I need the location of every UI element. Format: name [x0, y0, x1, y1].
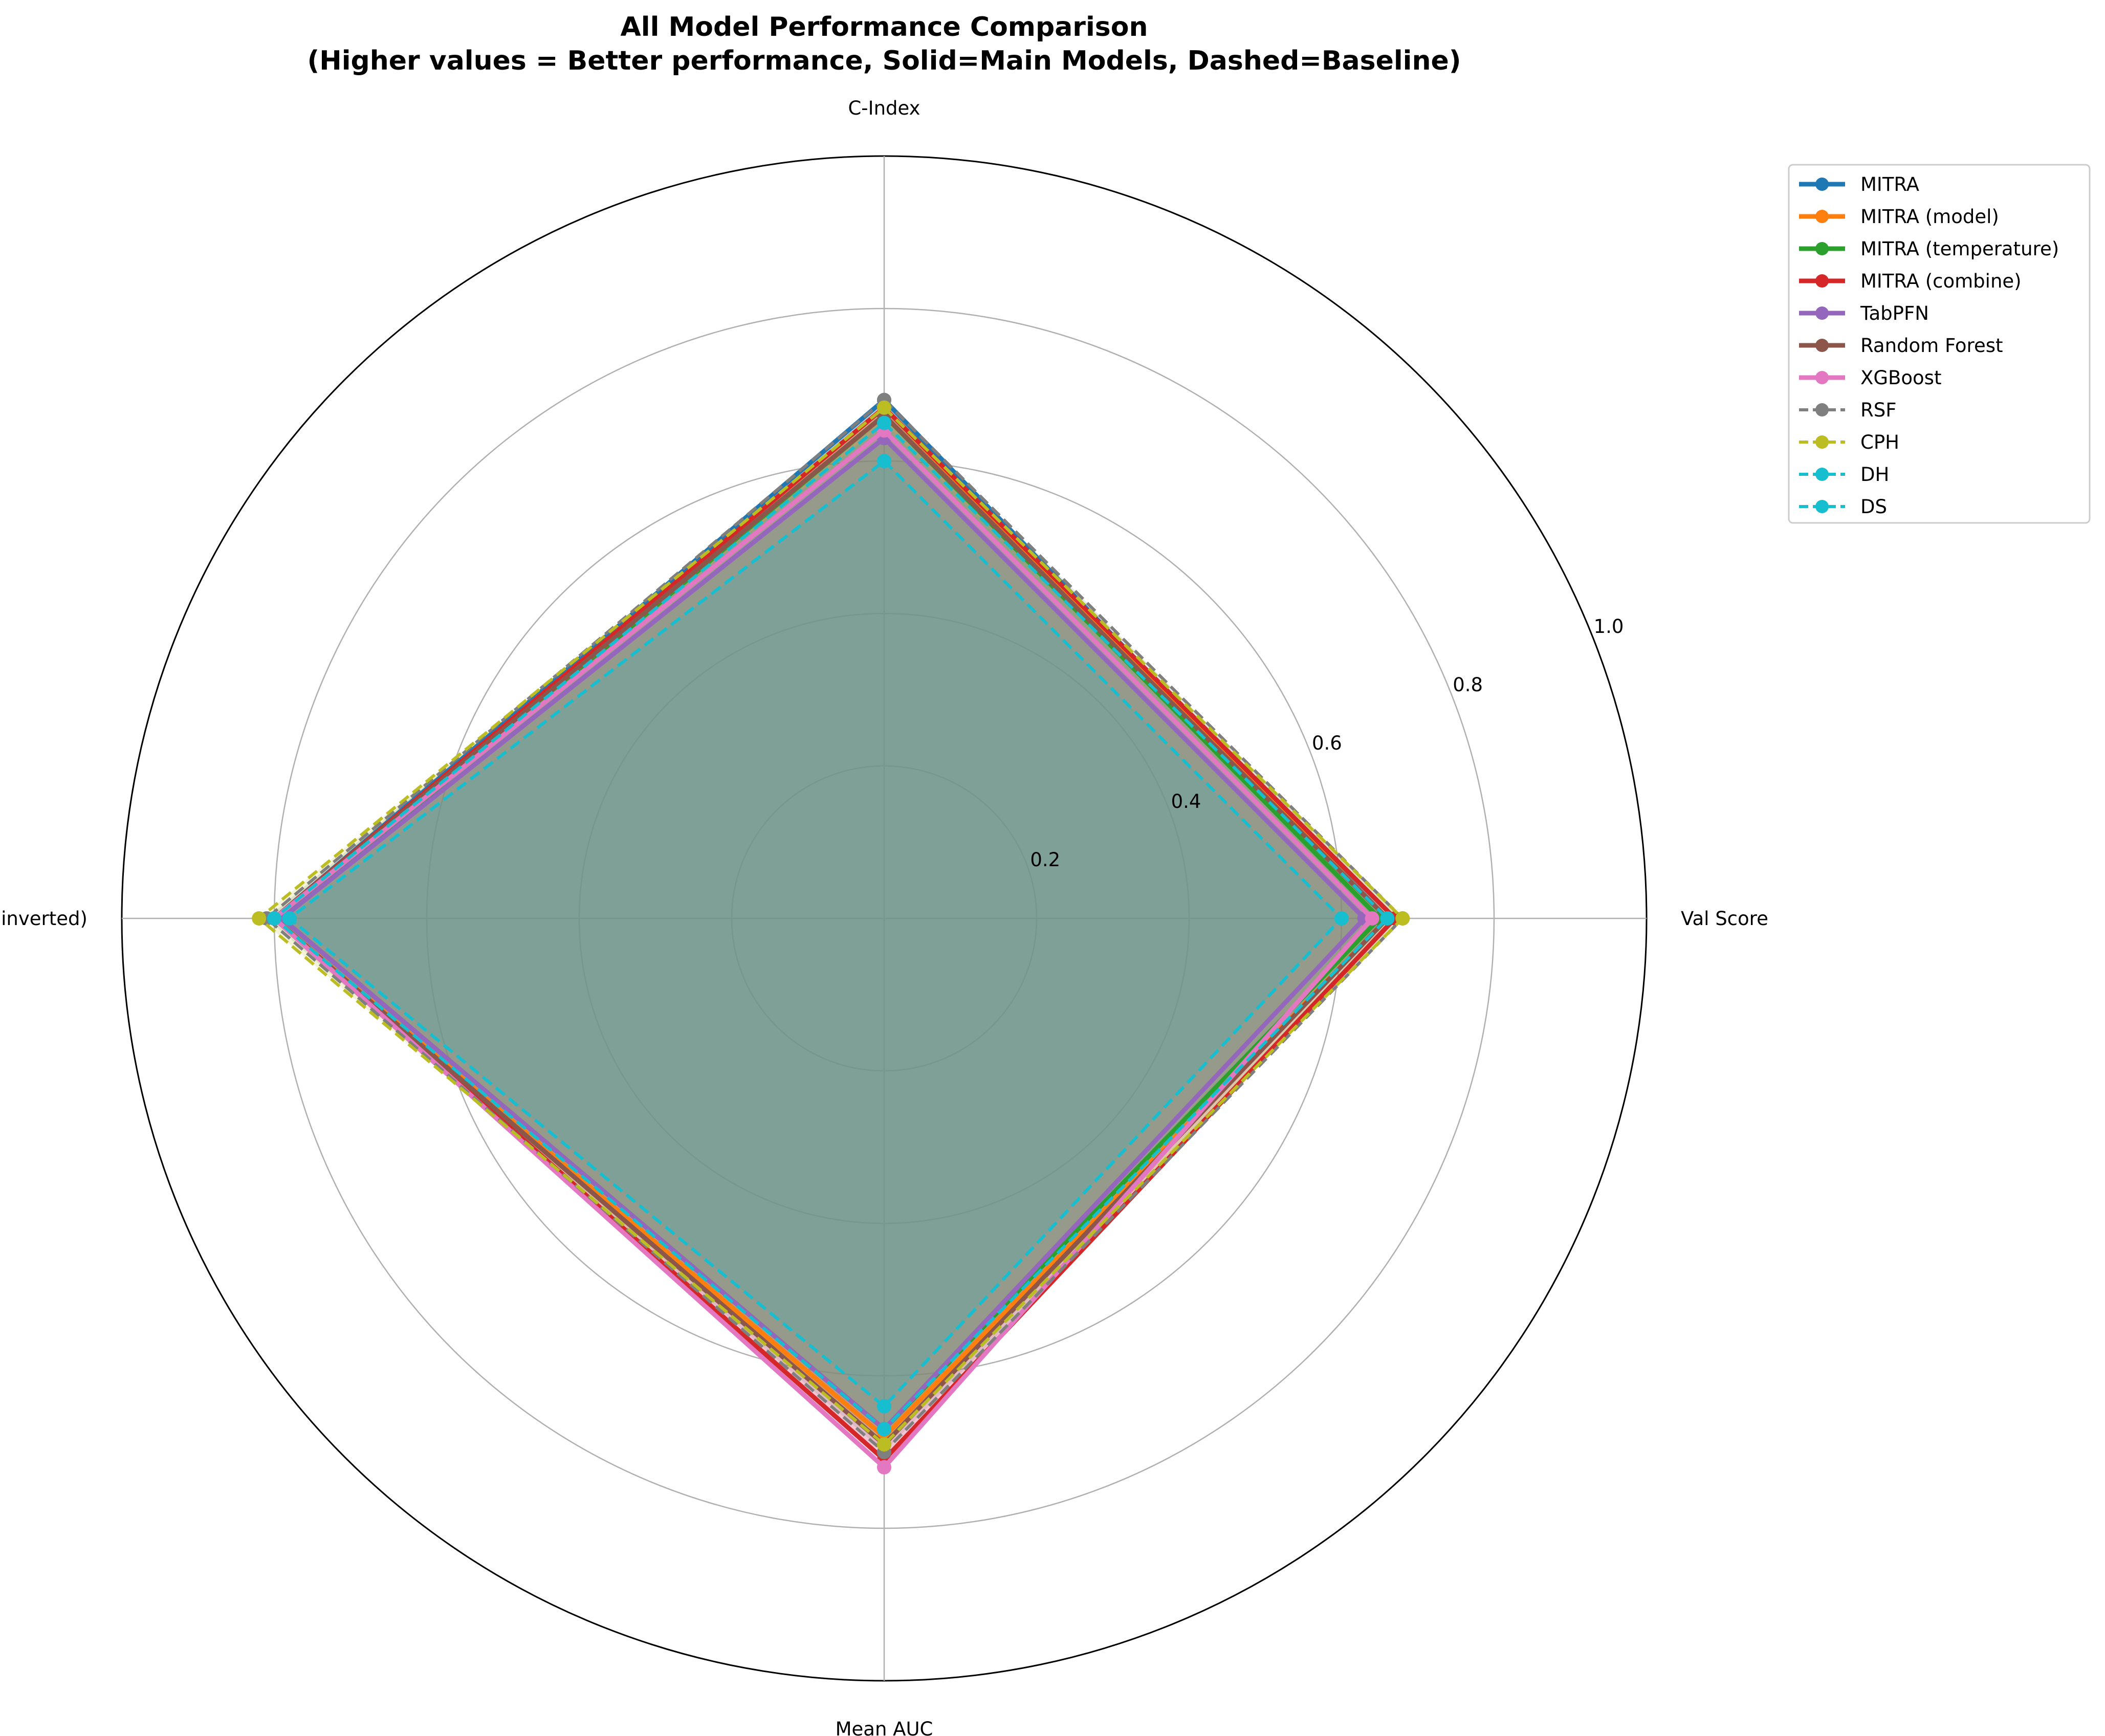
series-fill-dh	[274, 423, 1388, 1430]
legend-label: DS	[1860, 496, 1887, 518]
series-fill-mitra-temperature	[281, 415, 1380, 1430]
series-fill-mitra	[274, 400, 1388, 1437]
r-tick-0-8: 0.8	[1453, 674, 1483, 696]
data-point-dh-0	[877, 415, 891, 430]
axis-label-c-index: C-Index	[848, 97, 920, 119]
data-point-ds-3	[282, 911, 297, 926]
r-tick-0-4: 0.4	[1171, 790, 1201, 812]
legend-label: MITRA (model)	[1860, 206, 1999, 228]
legend-label: RSF	[1860, 399, 1896, 421]
data-point-cph-0	[877, 400, 891, 415]
data-point-cph-3	[252, 911, 267, 926]
data-point-dh-2	[877, 1422, 891, 1437]
legend-label: XGBoost	[1860, 367, 1941, 389]
data-point-ds-1	[1334, 911, 1349, 926]
data-point-ds-0	[877, 454, 891, 468]
legend-swatch-marker	[1815, 242, 1829, 255]
legend-swatch-marker	[1815, 468, 1829, 481]
axis-label-mean-auc: Mean AUC	[836, 1718, 933, 1736]
legend-label: Random Forest	[1860, 335, 2003, 357]
series-fill-tabpfn	[281, 438, 1365, 1430]
legend-swatch-marker	[1815, 178, 1829, 191]
series-lines	[252, 392, 1410, 1475]
legend: MITRA MITRA (model) MITRA (temperature) MIT…	[1788, 164, 2091, 524]
legend-swatch-marker	[1815, 306, 1829, 320]
data-point-cph-2	[877, 1437, 891, 1452]
legend-label: MITRA (combine)	[1860, 270, 2022, 292]
data-point-dh-3	[267, 911, 281, 926]
legend-swatch-marker	[1815, 403, 1829, 416]
data-point-xgboost-2	[877, 1460, 891, 1475]
legend-box	[1788, 164, 2091, 524]
legend-swatch-marker	[1815, 210, 1829, 223]
data-point-cph-1	[1395, 911, 1410, 926]
axis-label-ibs-inverted: IBS (inverted)	[0, 908, 87, 930]
axis-label-val-score: Val Score	[1681, 908, 1768, 930]
series-line-cph	[257, 406, 1405, 1446]
r-tick-1-0: 1.0	[1594, 616, 1624, 638]
series-fills	[259, 400, 1403, 1467]
data-point-dh-1	[1380, 911, 1395, 926]
chart-subtitle: (Higher values = Better performance, Sol…	[307, 46, 1461, 76]
legend-swatch-marker	[1815, 500, 1829, 513]
radial-tick-labels: 0.2 0.4 0.6 0.8 1.0	[1030, 616, 1624, 871]
legend-label: MITRA	[1860, 173, 1919, 195]
legend-swatch-marker	[1815, 339, 1829, 352]
r-tick-0-2: 0.2	[1030, 849, 1060, 871]
legend-swatch-marker	[1815, 435, 1829, 449]
legend-swatch-marker	[1815, 274, 1829, 288]
data-point-xgboost-1	[1365, 911, 1379, 926]
r-tick-0-6: 0.6	[1312, 732, 1342, 754]
legend-label: MITRA (temperature)	[1860, 238, 2059, 260]
data-point-ds-2	[877, 1399, 891, 1414]
chart-title: All Model Performance Comparison	[621, 12, 1148, 42]
series-line-ds	[288, 459, 1343, 1408]
series-fill-ds	[289, 461, 1342, 1407]
axis-labels: C-Index Val Score Mean AUC IBS (inverted…	[0, 97, 1768, 1736]
legend-label: DH	[1860, 464, 1889, 486]
legend-label: TabPFN	[1860, 302, 1929, 324]
legend-label: CPH	[1860, 431, 1899, 453]
legend-swatch-marker	[1815, 371, 1829, 384]
